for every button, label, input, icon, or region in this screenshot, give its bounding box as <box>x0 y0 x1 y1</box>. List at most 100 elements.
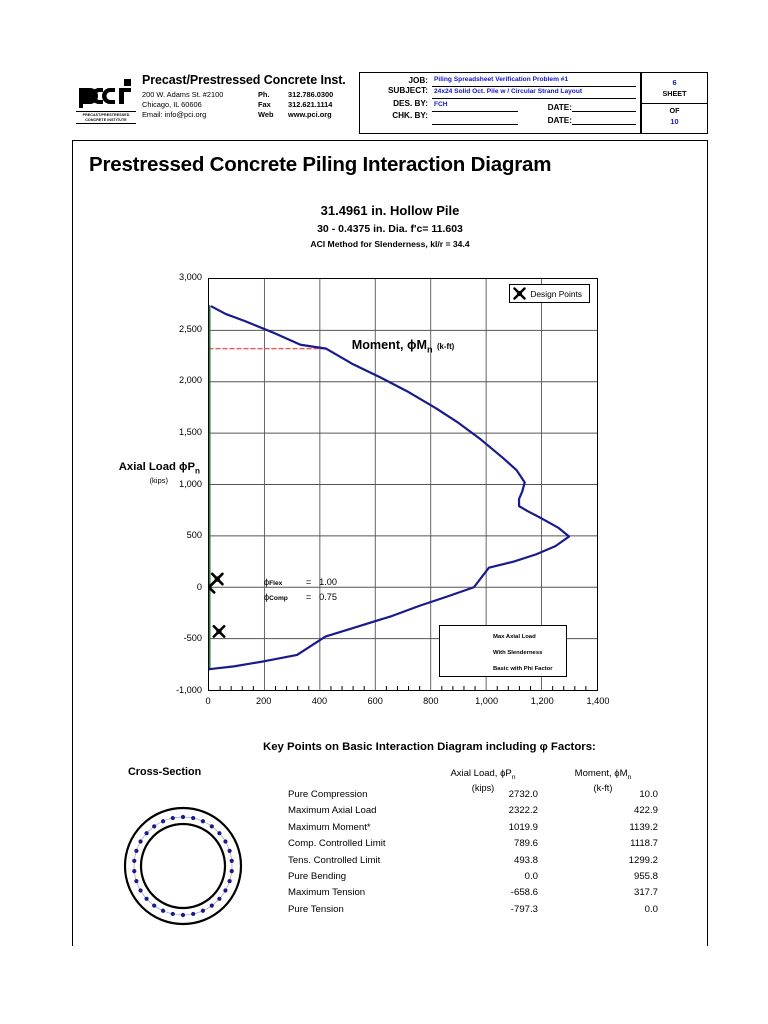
title-block-header: PRECAST/PRESTRESSED CONCRETE INSTITUTE P… <box>72 72 708 134</box>
y-tick-label: 0 <box>196 581 202 592</box>
col-unit-moment: (k-ft) <box>593 783 613 793</box>
key-point-name: Pure Tension <box>288 903 344 915</box>
sheet-number-cell: 6 SHEET OF 10 <box>641 72 708 134</box>
key-points-title: Key Points on Basic Interaction Diagram … <box>263 741 596 753</box>
des-by-label: DES. BY: <box>393 99 428 108</box>
address-line-1: 200 W. Adams St. #2100 <box>142 90 224 99</box>
phi-comp-label: Comp <box>269 594 288 602</box>
legend-item-max-axial: Max Axial Load <box>440 629 566 645</box>
company-name: Precast/Prestressed Concrete Inst. <box>142 73 346 87</box>
key-point-axial-load: -658.6 <box>510 887 538 899</box>
legend-item-with-slenderness: With Slenderness <box>440 645 566 661</box>
design-point-x-icon <box>513 287 527 300</box>
key-point-name: Pure Compression <box>288 789 368 800</box>
y-tick-label: 3,000 <box>179 272 202 282</box>
interaction-diagram-chart: -1,000 -500 0 500 1,000 1,500 2,000 2,500 3,000 … <box>119 272 610 706</box>
design-points-legend: Design Points <box>509 284 590 303</box>
x-tick-label: 1,000 <box>475 696 499 706</box>
table-row: Pure Compression 2732.0 10.0 <box>263 789 693 805</box>
phi-comp-row: ϕComp = 0.75 <box>264 591 338 602</box>
date-rule-2 <box>572 124 636 125</box>
phone-label: Ph. <box>258 90 270 99</box>
cross-section-drawing <box>118 801 248 931</box>
chk-by-label: CHK. BY: <box>392 111 428 120</box>
chart-plot-area <box>208 278 598 691</box>
x-axis-unit: (k-ft) <box>436 342 455 351</box>
key-point-name: Maximum Axial Load <box>288 805 377 817</box>
y-tick-label: 2,500 <box>179 323 202 334</box>
x-axis-title-text: Moment, ϕMn <box>351 338 433 355</box>
x-tick-label: 1,400 <box>586 696 610 706</box>
des-by-value[interactable]: FCH <box>434 101 448 108</box>
phi-comp-eq: = <box>305 591 312 602</box>
cross-section-title: Cross-Section <box>128 766 202 778</box>
key-point-moment: 955.8 <box>633 870 658 882</box>
phi-flex-row: ϕFlex = 1.00 <box>264 577 338 587</box>
legend-label-1: With Slenderness <box>493 650 543 656</box>
legend-label-2: Basic with Phi Factor <box>493 666 553 672</box>
job-rule-3 <box>432 111 518 112</box>
y-axis-title-text: Axial Load ϕPn <box>118 461 200 476</box>
y-tick-label: 1,000 <box>179 478 202 489</box>
y-tick-label: -500 <box>183 633 202 644</box>
job-info-cell: JOB: SUBJECT: DES. BY: CHK. BY: Piling S… <box>359 72 641 134</box>
key-point-moment: 1118.7 <box>630 838 658 850</box>
key-point-moment: 0.0 <box>644 903 658 915</box>
sheet-label: SHEET <box>662 89 687 98</box>
phone-value: 312.786.0300 <box>288 90 334 99</box>
drawing-sheet: Prestressed Concrete Piling Interaction … <box>72 140 708 946</box>
phi-flex-label: Flex <box>269 580 283 587</box>
sheet-number: 6 <box>672 78 677 87</box>
key-point-axial-load: 0.0 <box>524 870 538 882</box>
x-tick-label: 200 <box>256 696 272 706</box>
phi-flex-value: 1.00 <box>319 577 338 587</box>
table-row: Maximum Tension -658.6 317.7 <box>263 887 693 903</box>
job-rule-2 <box>432 98 636 99</box>
x-axis-title: Moment, ϕMn (k-ft) <box>208 336 598 355</box>
y-tick-label: 2,000 <box>179 375 202 386</box>
key-point-name: Maximum Moment* <box>288 821 371 833</box>
key-point-axial-load: 2732.0 <box>508 789 538 800</box>
subject-label: SUBJECT: <box>387 86 428 95</box>
job-value[interactable]: Piling Spreadsheet Verification Problem … <box>434 76 569 83</box>
y-tick-label: 500 <box>186 530 202 541</box>
key-point-moment: 317.7 <box>633 887 658 899</box>
x-tick-label: 1,200 <box>530 696 554 706</box>
y-axis-title: Axial Load ϕPn (kips) <box>96 461 200 485</box>
x-tick-label: 600 <box>367 696 383 706</box>
table-row: Maximum Moment* 1019.9 1139.2 <box>263 822 693 838</box>
fax-value: 312.621.1114 <box>288 100 333 109</box>
cross-section-icon <box>123 806 243 926</box>
key-point-name: Tens. Controlled Limit <box>288 854 381 866</box>
page-title: Prestressed Concrete Piling Interaction … <box>89 153 552 176</box>
legend-label-0: Max Axial Load <box>493 634 536 640</box>
key-point-moment: 10.0 <box>639 789 658 800</box>
table-row: Tens. Controlled Limit 493.8 1299.2 <box>263 855 693 871</box>
col-unit-axial: (kips) <box>471 783 495 793</box>
x-tick-label: 400 <box>311 696 328 706</box>
pci-logo: PRECAST/PRESTRESSED CONCRETE INSTITUTE <box>76 78 136 126</box>
phi-factors-annotation: ϕFlex = 1.00 ϕComp = 0.75 <box>264 576 337 605</box>
phi-flex-eq: = <box>305 577 312 587</box>
x-tick-label: 0 <box>205 696 211 706</box>
date-label-2: DATE: <box>547 116 572 125</box>
key-point-moment: 422.9 <box>633 805 658 817</box>
fax-label: Fax <box>258 100 271 109</box>
col-header-moment: Moment, ϕMn <box>574 768 632 781</box>
key-points-table: Key Points on Basic Interaction Diagram … <box>263 741 693 920</box>
table-row: Pure Tension -797.3 0.0 <box>263 904 693 920</box>
subject-value[interactable]: 24x24 Solid Oct. Pile w / Circular Stran… <box>434 88 583 95</box>
job-rule-4 <box>432 124 518 125</box>
address-line-2: Chicago, IL 60606 <box>142 100 202 109</box>
key-point-axial-load: 789.6 <box>513 838 538 850</box>
legend-item-basic-phi: Basic with Phi Factor <box>440 661 566 677</box>
key-point-name: Pure Bending <box>288 870 347 882</box>
key-point-moment: 1299.2 <box>628 854 658 866</box>
key-points-header: Axial Load, ϕPn Moment, ϕMn (kips) (k-ft… <box>263 753 693 793</box>
job-label: JOB: <box>408 76 428 85</box>
pci-logo-cell: PRECAST/PRESTRESSED CONCRETE INSTITUTE <box>72 72 140 134</box>
key-point-name: Maximum Tension <box>288 887 366 899</box>
table-row: Comp. Controlled Limit 789.6 1118.7 <box>263 838 693 854</box>
table-row: Maximum Axial Load 2322.2 422.9 <box>263 805 693 821</box>
